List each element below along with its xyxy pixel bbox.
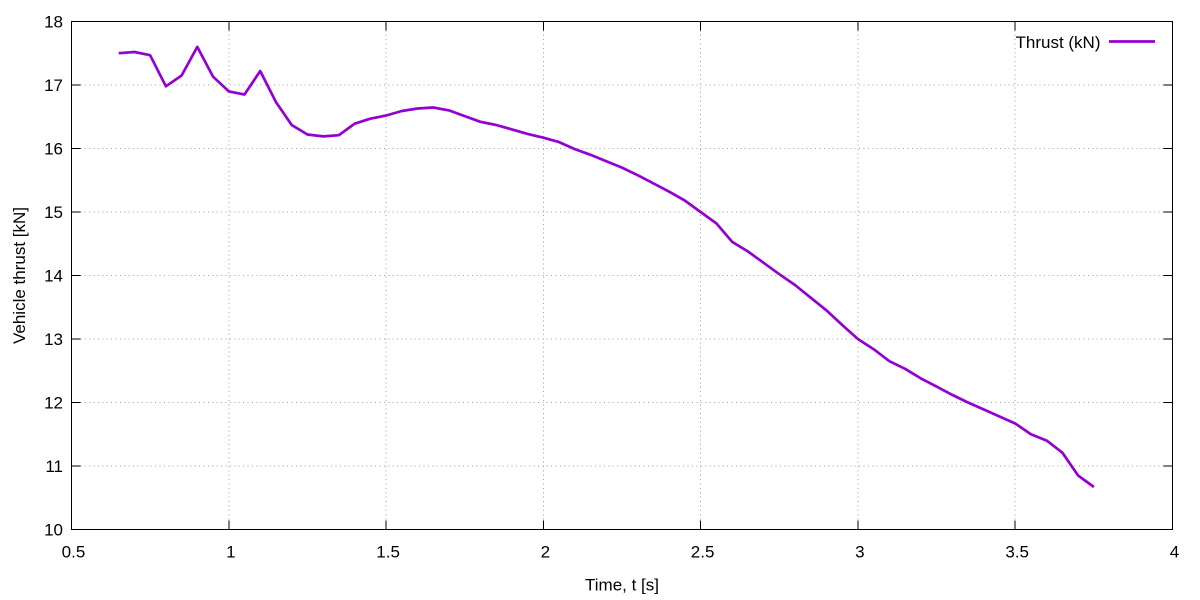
- svg-text:18: 18: [44, 13, 63, 32]
- svg-text:1.5: 1.5: [376, 543, 400, 562]
- svg-text:10: 10: [44, 521, 63, 540]
- svg-text:2: 2: [541, 543, 550, 562]
- svg-text:16: 16: [44, 140, 63, 159]
- svg-text:15: 15: [44, 203, 63, 222]
- svg-text:Vehicle thrust [kN]: Vehicle thrust [kN]: [10, 207, 29, 344]
- svg-text:4: 4: [1170, 543, 1179, 562]
- svg-text:11: 11: [45, 457, 63, 476]
- svg-text:2.5: 2.5: [691, 543, 715, 562]
- svg-text:13: 13: [44, 330, 63, 349]
- svg-text:0.5: 0.5: [62, 543, 86, 562]
- svg-text:3.5: 3.5: [1005, 543, 1029, 562]
- svg-text:Thrust (kN): Thrust (kN): [1016, 33, 1101, 52]
- svg-text:3: 3: [855, 543, 864, 562]
- svg-text:17: 17: [44, 76, 63, 95]
- svg-text:Time, t [s]: Time, t [s]: [585, 576, 659, 595]
- svg-text:14: 14: [44, 267, 63, 286]
- svg-text:12: 12: [44, 394, 63, 413]
- svg-text:1: 1: [226, 543, 235, 562]
